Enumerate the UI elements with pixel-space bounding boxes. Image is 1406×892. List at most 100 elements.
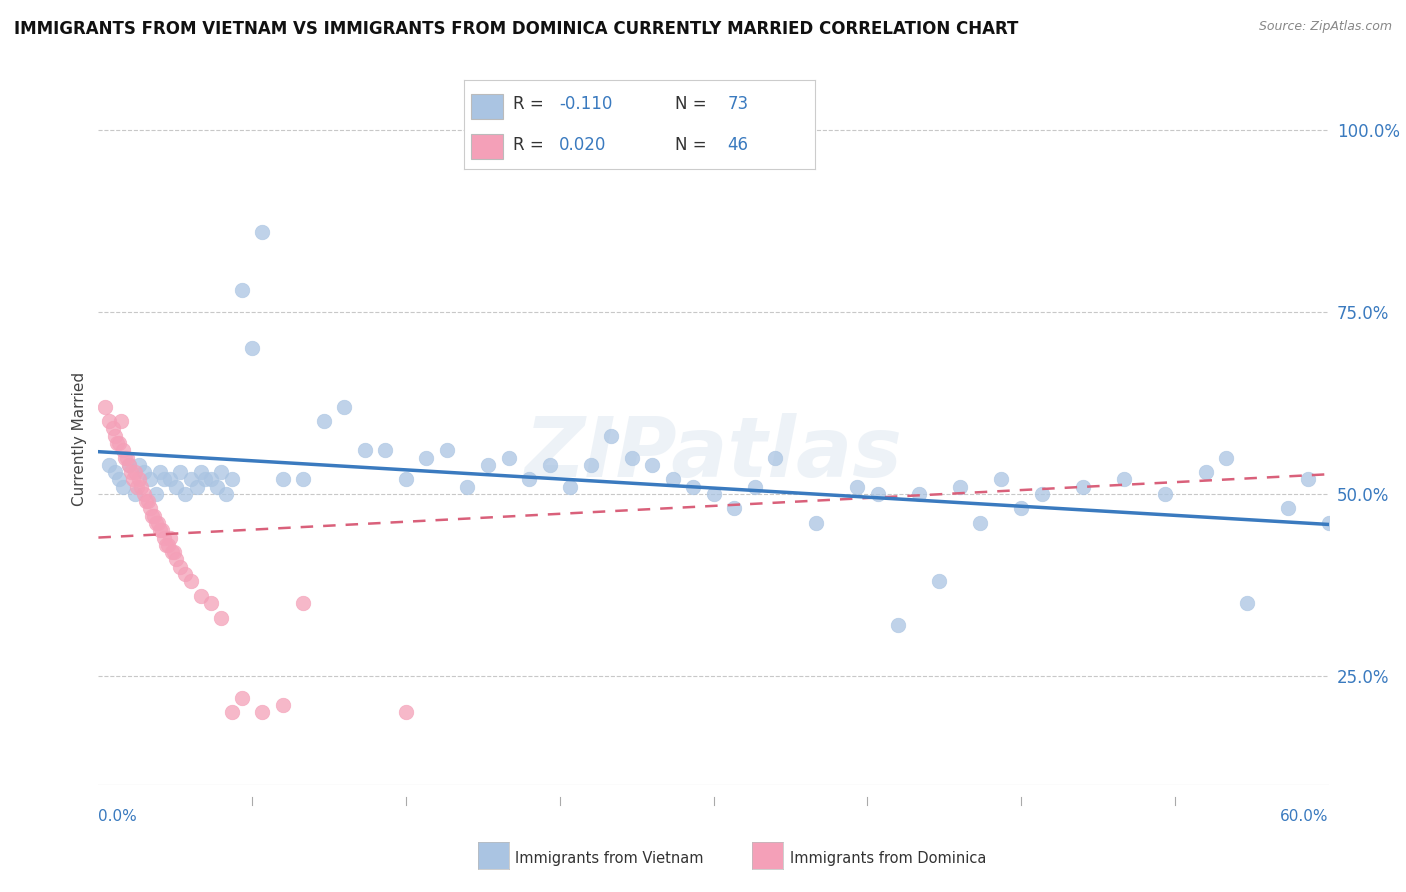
FancyBboxPatch shape: [471, 134, 503, 159]
Point: [990, 472, 1012, 486]
Point: [128, 458, 150, 472]
Point: [150, 523, 173, 537]
Point: [221, 472, 243, 486]
Point: [231, 690, 253, 705]
Text: Source: ZipAtlas.com: Source: ZipAtlas.com: [1258, 20, 1392, 33]
Point: [120, 465, 142, 479]
Point: [145, 487, 167, 501]
Text: -0.110: -0.110: [560, 95, 612, 113]
Point: [118, 458, 141, 472]
Point: [928, 574, 950, 589]
Point: [105, 436, 128, 450]
Text: IMMIGRANTS FROM VIETNAM VS IMMIGRANTS FROM DOMINICA CURRENTLY MARRIED CORRELATIO: IMMIGRANTS FROM VIETNAM VS IMMIGRANTS FR…: [14, 20, 1018, 37]
Point: [969, 516, 991, 530]
Point: [558, 480, 581, 494]
Point: [131, 480, 153, 494]
Point: [1010, 501, 1032, 516]
Point: [1277, 501, 1299, 516]
Point: [173, 566, 195, 581]
Point: [141, 508, 163, 523]
Point: [159, 472, 181, 486]
Point: [1195, 465, 1218, 479]
Point: [190, 589, 212, 603]
Point: [115, 450, 138, 465]
Point: [180, 472, 202, 486]
Y-axis label: Currently Married: Currently Married: [72, 372, 87, 507]
FancyBboxPatch shape: [471, 94, 503, 119]
Point: [124, 487, 146, 501]
Point: [200, 596, 222, 610]
Point: [866, 487, 889, 501]
Point: [1317, 516, 1340, 530]
Point: [104, 428, 127, 442]
Point: [159, 531, 181, 545]
Point: [887, 618, 910, 632]
Point: [231, 283, 253, 297]
Text: 46: 46: [728, 136, 748, 153]
Point: [162, 545, 184, 559]
Point: [112, 480, 135, 494]
Point: [173, 487, 195, 501]
Point: [620, 450, 643, 465]
Point: [395, 472, 418, 486]
Point: [214, 487, 236, 501]
Point: [763, 450, 786, 465]
Point: [163, 545, 186, 559]
Point: [149, 523, 172, 537]
Point: [104, 465, 127, 479]
Point: [122, 472, 145, 486]
Point: [145, 516, 167, 530]
Point: [374, 443, 396, 458]
Point: [108, 472, 131, 486]
Point: [312, 414, 335, 428]
Point: [354, 443, 377, 458]
Point: [101, 421, 124, 435]
Point: [1236, 596, 1258, 610]
Text: Immigrants from Dominica: Immigrants from Dominica: [790, 851, 987, 865]
Point: [153, 472, 176, 486]
Point: [165, 480, 187, 494]
Point: [149, 465, 172, 479]
Text: 73: 73: [728, 95, 749, 113]
Point: [169, 465, 191, 479]
Point: [457, 480, 479, 494]
Text: R =: R =: [513, 136, 550, 153]
Point: [292, 596, 315, 610]
Point: [723, 501, 745, 516]
Point: [221, 705, 243, 719]
Point: [165, 552, 187, 566]
Point: [112, 443, 135, 458]
Point: [114, 450, 136, 465]
Point: [1153, 487, 1175, 501]
Point: [132, 465, 155, 479]
Text: N =: N =: [675, 95, 711, 113]
Point: [252, 705, 274, 719]
Point: [641, 458, 664, 472]
Point: [127, 480, 149, 494]
Point: [157, 538, 180, 552]
Point: [118, 458, 141, 472]
Text: ZIPatlas: ZIPatlas: [524, 413, 903, 493]
Point: [155, 538, 177, 552]
Point: [132, 487, 155, 501]
Point: [804, 516, 827, 530]
Point: [395, 705, 418, 719]
Point: [415, 450, 437, 465]
Point: [169, 559, 191, 574]
Point: [124, 465, 146, 479]
Point: [498, 450, 520, 465]
Point: [128, 472, 150, 486]
Text: R =: R =: [513, 95, 550, 113]
Point: [200, 472, 222, 486]
Point: [136, 494, 159, 508]
Point: [1031, 487, 1053, 501]
Point: [108, 436, 131, 450]
Point: [907, 487, 929, 501]
Point: [538, 458, 561, 472]
Point: [153, 531, 176, 545]
Point: [180, 574, 202, 589]
Point: [146, 516, 169, 530]
Point: [846, 480, 869, 494]
Point: [1215, 450, 1237, 465]
Point: [93, 400, 115, 414]
